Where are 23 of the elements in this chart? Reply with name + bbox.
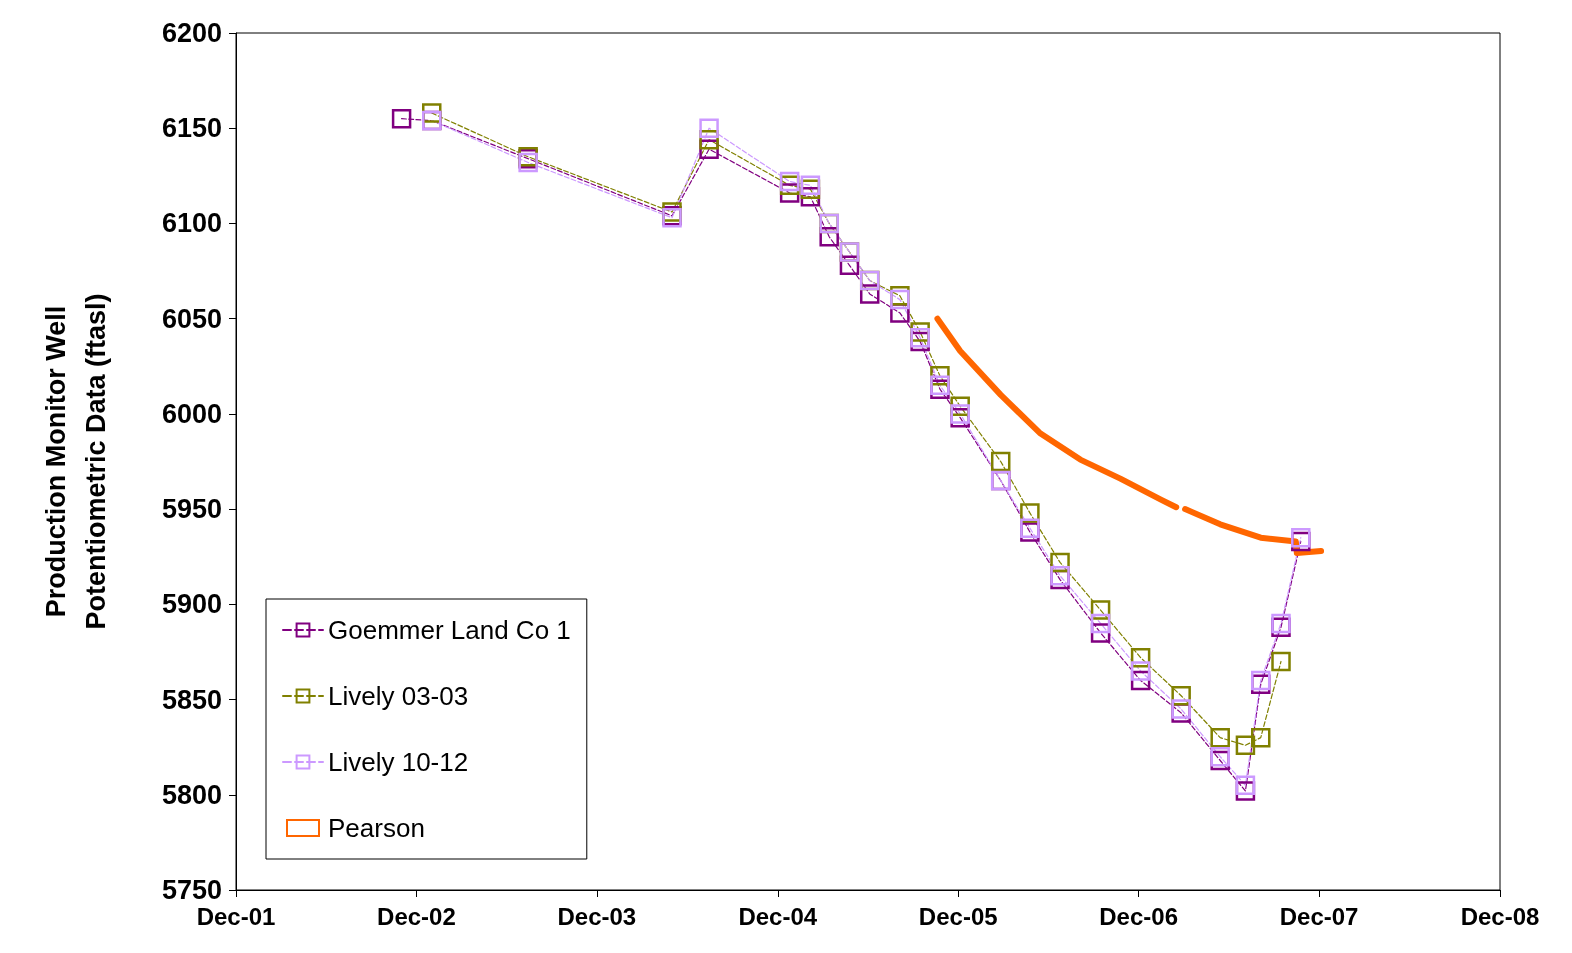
y-tick-label: 6050 [161, 303, 222, 334]
legend-label: Lively 10-12 [328, 747, 469, 777]
y-tick-label: 6150 [161, 113, 222, 144]
x-tick-label: Dec-07 [1279, 902, 1359, 930]
x-tick-label: Dec-04 [738, 902, 818, 930]
y-tick-label: 5750 [161, 875, 222, 905]
y-tick-label: 5850 [161, 684, 222, 715]
x-tick-label: Dec-02 [377, 902, 456, 930]
x-tick-label: Dec-06 [1099, 902, 1178, 930]
y-tick-label: 5900 [161, 589, 222, 620]
y-tick-label: 6000 [161, 398, 222, 429]
legend-label: Pearson [328, 813, 425, 843]
x-tick-label: Dec-05 [918, 902, 998, 930]
y-axis-title: Production Monitor Well Potentiometric Data (ftasl) [41, 293, 111, 630]
x-tick-label: Dec-08 [1460, 902, 1540, 930]
y-tick-label: 6100 [161, 208, 222, 239]
x-tick-label: Dec-01 [196, 902, 276, 930]
y-tick-label: 5800 [161, 779, 222, 810]
y-tick-label: 5950 [161, 494, 222, 525]
y-tick-label: 6200 [161, 18, 222, 48]
x-tick-label: Dec-03 [557, 902, 637, 930]
legend-label: Goemmer Land Co 1 [328, 615, 571, 645]
legend-label: Lively 03-03 [328, 681, 469, 711]
